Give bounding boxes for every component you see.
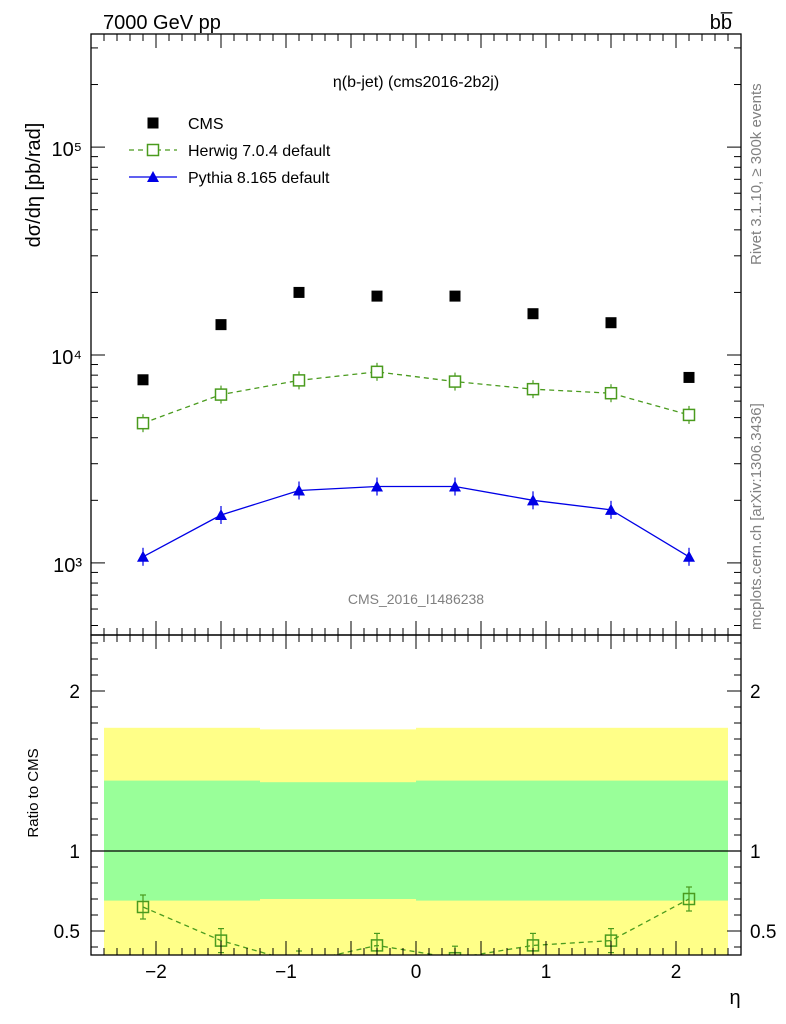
legend: CMS Herwig 7.0.4 default Pythia 8.165 defa… — [129, 116, 331, 187]
pythia-line — [142, 485, 690, 558]
watermark-label: CMS_2016_I1486238 — [348, 591, 484, 607]
main-panel: 10³ 10⁴ 10⁵ η(b-jet) (cms2016-2b2j) CMS_20… — [23, 33, 742, 636]
ratio-y-axis-label: Ratio to CMS — [25, 748, 42, 837]
herwig-point — [682, 408, 696, 422]
green-band — [104, 780, 260, 901]
pythia-point — [293, 484, 305, 496]
mcplots-label: mcplots.cern.ch [arXiv:1306.3436] — [748, 403, 765, 630]
herwig-point — [136, 416, 150, 430]
cms-point — [605, 317, 617, 329]
x-tick-label: −2 — [145, 962, 167, 983]
y-tick-label-right: 1 — [750, 842, 761, 863]
legend-label: CMS — [188, 116, 224, 133]
pythia-point — [449, 480, 461, 492]
ratio-ticks: −2 −1 0 1 2 0.5 0.5 1 1 2 2 — [54, 635, 776, 983]
y-tick-label-left: 1 — [69, 842, 80, 863]
y-tick-label-left: 0.5 — [54, 922, 80, 943]
legend-pythia-marker — [147, 171, 159, 182]
cms-point — [527, 308, 539, 320]
legend-herwig-marker — [146, 143, 160, 157]
green-band — [260, 782, 416, 899]
cms-point — [683, 371, 695, 383]
herwig-point — [604, 386, 618, 400]
header-right-label: bb̅ — [710, 11, 733, 34]
ratio-bands — [104, 727, 728, 955]
main-title: η(b-jet) (cms2016-2b2j) — [333, 74, 499, 91]
main-ticks: 10³ 10⁴ 10⁵ — [51, 34, 742, 635]
herwig-point — [214, 388, 228, 401]
main-series-layer — [136, 286, 696, 566]
y-tick-label: 10³ — [53, 555, 82, 577]
herwig-point — [526, 382, 540, 396]
pythia-point — [137, 550, 149, 562]
x-tick-label: 0 — [411, 962, 422, 983]
ratio-panel: −2 −1 0 1 2 0.5 0.5 1 1 2 2 Ratio to CMS η — [25, 634, 776, 1009]
legend-cms-marker — [147, 117, 159, 129]
pythia-point — [605, 503, 617, 515]
pythia-point — [527, 494, 539, 506]
rivet-label: Rivet 3.1.10, ≥ 300k events — [748, 83, 765, 265]
ratio-herwig-point — [682, 892, 696, 906]
x-tick-label: 2 — [671, 962, 682, 983]
legend-label: Pythia 8.165 default — [188, 170, 330, 187]
x-tick-label: 1 — [541, 962, 552, 983]
herwig-line — [142, 371, 690, 424]
x-tick-label: −1 — [275, 962, 297, 983]
herwig-point — [370, 365, 384, 379]
cms-point — [137, 374, 149, 386]
ratio-herwig-line — [142, 898, 690, 955]
pythia-point — [215, 508, 227, 520]
pythia-point — [371, 480, 383, 492]
green-band — [416, 780, 728, 901]
y-tick-label-right: 2 — [750, 682, 761, 703]
herwig-point — [448, 375, 462, 388]
cms-point — [215, 319, 227, 331]
legend-label: Herwig 7.0.4 default — [188, 143, 331, 160]
pythia-point — [683, 550, 695, 562]
y-tick-label-left: 2 — [69, 682, 80, 703]
x-axis-label: η — [729, 987, 740, 1009]
y-axis-label: dσ/dη [pb/rad] — [23, 123, 45, 248]
y-tick-label-right: 0.5 — [750, 922, 776, 943]
header-left-label: 7000 GeV pp — [103, 12, 221, 34]
cms-point — [371, 290, 383, 302]
cms-point — [449, 290, 461, 302]
ratio-herwig-point — [136, 900, 150, 914]
herwig-point — [292, 374, 306, 387]
cms-point — [293, 286, 305, 298]
y-tick-label: 10⁵ — [51, 139, 82, 161]
y-tick-label: 10⁴ — [51, 347, 82, 369]
